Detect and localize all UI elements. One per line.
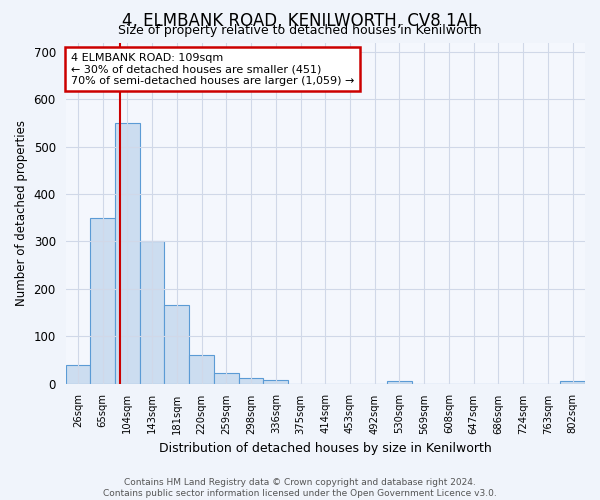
Text: Contains HM Land Registry data © Crown copyright and database right 2024.
Contai: Contains HM Land Registry data © Crown c… [103, 478, 497, 498]
Bar [65, 364, 90, 384]
Text: 4, ELMBANK ROAD, KENILWORTH, CV8 1AL: 4, ELMBANK ROAD, KENILWORTH, CV8 1AL [122, 12, 478, 30]
Bar [387, 381, 412, 384]
Bar [90, 218, 115, 384]
Bar [115, 123, 140, 384]
Y-axis label: Number of detached properties: Number of detached properties [15, 120, 28, 306]
Bar [263, 380, 288, 384]
Bar [140, 242, 164, 384]
Bar [189, 355, 214, 384]
Bar [239, 378, 263, 384]
Bar [560, 381, 585, 384]
X-axis label: Distribution of detached houses by size in Kenilworth: Distribution of detached houses by size … [159, 442, 491, 455]
Bar [164, 306, 189, 384]
Bar [214, 373, 239, 384]
Text: 4 ELMBANK ROAD: 109sqm
← 30% of detached houses are smaller (451)
70% of semi-de: 4 ELMBANK ROAD: 109sqm ← 30% of detached… [71, 52, 354, 86]
Text: Size of property relative to detached houses in Kenilworth: Size of property relative to detached ho… [118, 24, 482, 37]
